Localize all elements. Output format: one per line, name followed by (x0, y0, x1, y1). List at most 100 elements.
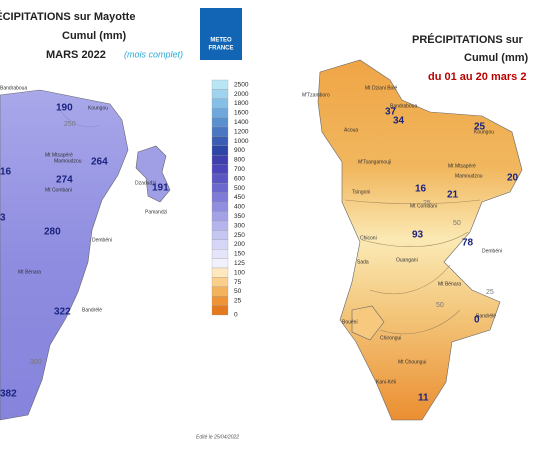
contour-label: 250 (64, 121, 76, 128)
legend-swatch (211, 220, 229, 231)
place-label: Acoua (344, 127, 358, 133)
legend-swatch (211, 173, 229, 184)
legend-swatch (211, 192, 229, 203)
legend-swatch (211, 286, 229, 297)
legend-label: 1000 (234, 138, 249, 145)
contour-label: 25 (423, 200, 431, 207)
legend-swatch (211, 164, 229, 175)
legend-label: 2500 (234, 81, 249, 88)
legend-label: 400 (234, 204, 245, 211)
station-value: 16 (0, 167, 12, 178)
station-value: 93 (412, 230, 424, 241)
legend-swatch (211, 296, 229, 306)
legend-label: 900 (234, 147, 245, 154)
legend-swatch (211, 145, 229, 156)
contour-label: 300 (30, 359, 42, 366)
island (351, 305, 385, 341)
legend-label: 1800 (234, 100, 249, 107)
legend-swatch (211, 249, 229, 259)
station-value: 3 (0, 213, 6, 224)
legend-label: 1400 (234, 119, 249, 126)
contour-label: 50 (453, 220, 461, 227)
place-label: Sada (357, 259, 369, 265)
place-label: Bandrélé (476, 313, 496, 319)
title: PRÉCIPITATIONS sur Mayotte (0, 10, 135, 23)
legend-label: 50 (234, 288, 242, 295)
place-label: Koungou (88, 105, 108, 111)
place-label: Mt Dziani Bolé (365, 85, 397, 91)
legend-swatch (211, 108, 229, 118)
legend-swatch (211, 117, 229, 128)
station-value: 16 (415, 184, 427, 195)
station-value: 191 (152, 183, 169, 194)
legend-swatch (211, 305, 229, 316)
place-label: Mt Mtsapéré (448, 163, 476, 169)
place-label: Mt Choungui (398, 359, 426, 365)
legend-label: 450 (234, 194, 245, 201)
legend-label: 75 (234, 279, 242, 286)
place-label: M'Tzamboro (302, 92, 330, 98)
station-value: 11 (418, 393, 429, 404)
place-label: Tsingoni (352, 189, 370, 195)
legend-swatch (211, 155, 229, 165)
legend-swatch (211, 126, 229, 137)
place-label: Dzaoudzi (135, 180, 156, 186)
legend-swatch (211, 183, 229, 193)
legend-label: 300 (234, 222, 245, 229)
legend-swatch (211, 239, 229, 250)
place-label: Bouéni (342, 319, 358, 325)
logo-text: METEO (210, 38, 232, 44)
station-value: 21 (447, 190, 459, 201)
place-label: Chiconi (360, 235, 377, 241)
contour (344, 199, 481, 335)
period: MARS 2022 (46, 49, 106, 61)
station-value: 34 (393, 116, 405, 127)
legend-label: 1600 (234, 110, 249, 117)
contour (19, 109, 101, 386)
station-value: 274 (56, 175, 73, 186)
legend-swatch (211, 267, 229, 278)
place-label: M'Tsangamouji (358, 159, 391, 165)
island (0, 89, 129, 421)
place-label: Mamoudzou (54, 158, 82, 164)
island (135, 145, 171, 203)
legend-label: 600 (234, 175, 245, 182)
legend: 2500200018001600140012001000900800700600… (211, 79, 249, 319)
place-label: Chirongui (380, 335, 401, 341)
legend-swatch (211, 277, 229, 287)
subtitle: Cumul (mm) (62, 30, 127, 42)
legend-label: 700 (234, 166, 245, 173)
station-value: 37 (385, 107, 397, 118)
place-label: Ouangani (396, 257, 418, 263)
place-label: Dembéni (92, 237, 112, 243)
legend-label: 800 (234, 157, 245, 164)
legend-swatch (211, 211, 229, 222)
labels: Bandraboua Koungou Mt Mtsapéré Mamoudzou Mt … (0, 85, 519, 403)
legend-label: 100 (234, 269, 245, 276)
legend-label: 250 (234, 232, 245, 239)
place-label: Dembéni (482, 248, 502, 254)
place-label: Bandraboua (0, 85, 27, 91)
station-value: 264 (91, 157, 108, 168)
legend-label: 25 (234, 298, 242, 305)
legend-swatch (211, 258, 229, 269)
legend-label: 350 (234, 213, 245, 220)
period: du 01 au 20 mars 2 (428, 71, 526, 83)
place-label: Pamandzi (145, 209, 167, 215)
legend-label: 0 (234, 312, 238, 319)
station-value: 280 (44, 227, 61, 238)
note: (mois complet) (124, 49, 183, 59)
place-label: Mt Combani (45, 187, 72, 193)
legend-label: 125 (234, 260, 245, 267)
legend-label: 2000 (234, 91, 249, 98)
logo (200, 8, 242, 60)
place-label: Bandraboua (390, 103, 417, 109)
legend-swatch (211, 98, 229, 109)
station-value: 190 (56, 103, 73, 114)
station-value: 78 (462, 238, 474, 249)
legend-swatch (211, 79, 229, 90)
footer: Edité le 25/04/2022 (196, 434, 239, 440)
place-label: Mt Bénara (18, 269, 41, 275)
